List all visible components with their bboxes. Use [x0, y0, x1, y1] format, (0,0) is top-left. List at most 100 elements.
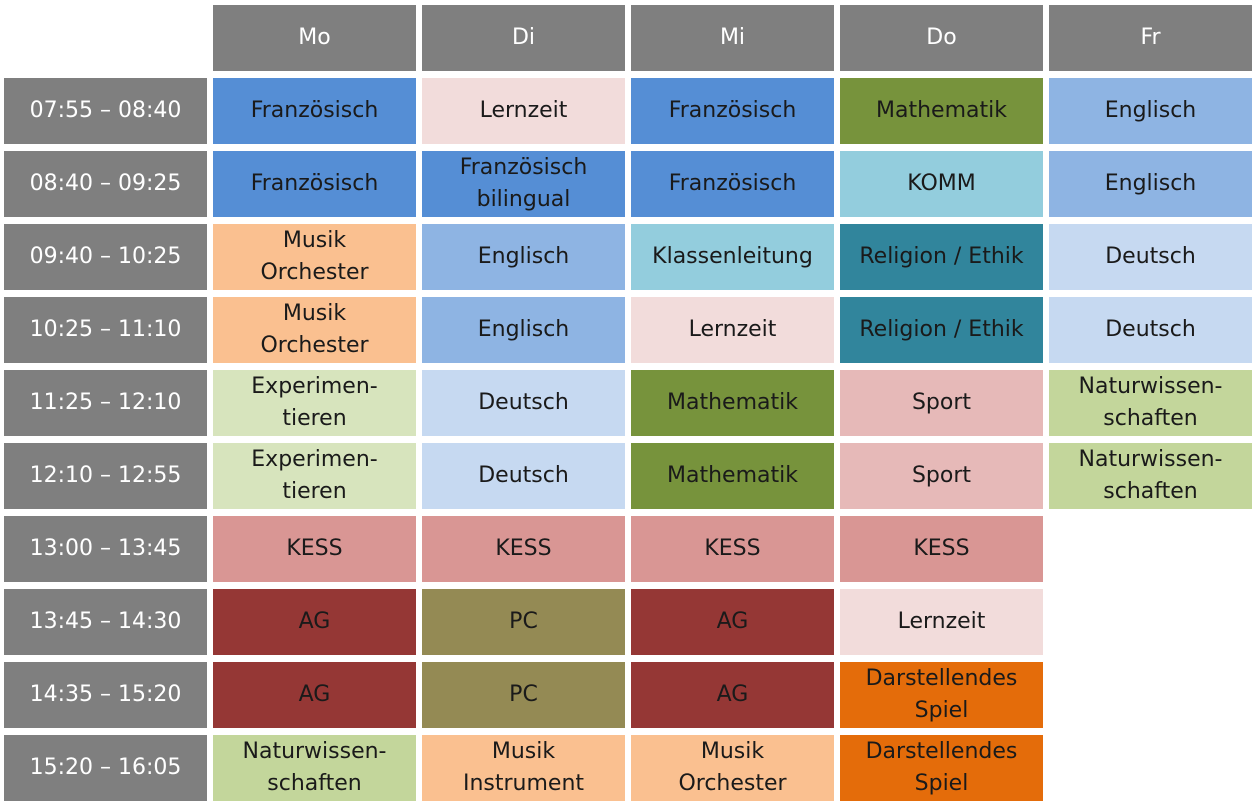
- time-slot: 08:40 – 09:25: [4, 151, 207, 217]
- lesson-label: Französisch: [668, 171, 797, 196]
- lesson-cell: AG: [213, 589, 416, 655]
- time-slot: 11:25 – 12:10: [4, 370, 207, 436]
- lesson-label: Spiel: [914, 698, 969, 723]
- lesson-label: Mathematik: [667, 463, 798, 488]
- lesson-cell: Darstellendes Spiel: [840, 735, 1043, 801]
- lesson-label: schaften: [1103, 406, 1198, 431]
- lesson-label: Englisch: [477, 317, 570, 342]
- time-slot: 13:00 – 13:45: [4, 516, 207, 582]
- lesson-cell: Deutsch: [1049, 297, 1252, 363]
- time-slot: 13:45 – 14:30: [4, 589, 207, 655]
- day-header-mo: Mo: [213, 5, 416, 71]
- lesson-cell: Naturwissen-schaften: [1049, 443, 1252, 509]
- lesson-label: KOMM: [907, 171, 976, 196]
- lesson-cell: Musik Instrument: [422, 735, 625, 801]
- lesson-label: Sport: [911, 390, 972, 415]
- lesson-label: Französisch: [250, 98, 379, 123]
- lesson-cell: PC: [422, 589, 625, 655]
- lesson-label: AG: [298, 609, 331, 634]
- lesson-label: Englisch: [477, 244, 570, 269]
- empty-cell: [1049, 516, 1252, 582]
- lesson-cell: Deutsch: [1049, 224, 1252, 290]
- lesson-cell: Religion / Ethik: [840, 224, 1043, 290]
- lesson-label: Orchester: [260, 260, 369, 285]
- lesson-label: Mathematik: [876, 98, 1007, 123]
- lesson-cell: Lernzeit: [631, 297, 834, 363]
- lesson-label: Deutsch: [478, 390, 569, 415]
- lesson-cell: Klassenleitung: [631, 224, 834, 290]
- lesson-label: Naturwissen-: [1078, 447, 1223, 472]
- lesson-label: Naturwissen-: [1078, 374, 1223, 399]
- lesson-label: Lernzeit: [897, 609, 986, 634]
- time-slot: 15:20 – 16:05: [4, 735, 207, 801]
- lesson-label: Sport: [911, 463, 972, 488]
- lesson-label: KESS: [495, 536, 552, 561]
- lesson-label: Französisch: [250, 171, 379, 196]
- lesson-label: bilingual: [476, 187, 571, 212]
- empty-cell: [1049, 589, 1252, 655]
- time-slot: 12:10 – 12:55: [4, 443, 207, 509]
- lesson-cell: Sport: [840, 443, 1043, 509]
- lesson-label: schaften: [1103, 479, 1198, 504]
- lesson-cell: AG: [631, 589, 834, 655]
- lesson-cell: Mathematik: [631, 443, 834, 509]
- lesson-cell: AG: [213, 662, 416, 728]
- lesson-label: Mathematik: [667, 390, 798, 415]
- lesson-label: Deutsch: [1105, 244, 1196, 269]
- lesson-cell: Deutsch: [422, 370, 625, 436]
- lesson-label: Deutsch: [1105, 317, 1196, 342]
- lesson-cell: Naturwissen-schaften: [1049, 370, 1252, 436]
- lesson-cell: Englisch: [422, 224, 625, 290]
- lesson-label: Instrument: [462, 771, 585, 796]
- lesson-label: KESS: [286, 536, 343, 561]
- lesson-label: Deutsch: [478, 463, 569, 488]
- lesson-label: PC: [509, 609, 538, 634]
- lesson-cell: KOMM: [840, 151, 1043, 217]
- lesson-label: Musik: [700, 739, 765, 764]
- lesson-label: Musik: [282, 228, 347, 253]
- lesson-cell: KESS: [840, 516, 1043, 582]
- lesson-label: Religion / Ethik: [859, 244, 1024, 269]
- lesson-label: Darstellendes: [865, 666, 1018, 691]
- lesson-cell: Französisch: [213, 151, 416, 217]
- lesson-cell: Englisch: [1049, 78, 1252, 144]
- lesson-cell: PC: [422, 662, 625, 728]
- empty-cell: [1049, 735, 1252, 801]
- day-header-mi: Mi: [631, 5, 834, 71]
- lesson-cell: Lernzeit: [422, 78, 625, 144]
- lesson-cell: Englisch: [1049, 151, 1252, 217]
- lesson-cell: Französisch: [213, 78, 416, 144]
- lesson-label: Experimen-: [251, 447, 378, 472]
- lesson-label: Darstellendes: [865, 739, 1018, 764]
- lesson-cell: Lernzeit: [840, 589, 1043, 655]
- corner-cell: [4, 5, 207, 71]
- empty-cell: [1049, 662, 1252, 728]
- lesson-label: AG: [298, 682, 331, 707]
- lesson-cell: Sport: [840, 370, 1043, 436]
- timetable: Mo Di Mi Do Fr 07:55 – 08:40 Französisch Lernze…: [4, 5, 1252, 801]
- lesson-cell: Naturwissen-schaften: [213, 735, 416, 801]
- lesson-cell: KESS: [631, 516, 834, 582]
- lesson-label: schaften: [267, 771, 362, 796]
- lesson-label: Englisch: [1104, 98, 1197, 123]
- lesson-cell: Musik Orchester: [213, 224, 416, 290]
- lesson-cell: Französisch bilingual: [422, 151, 625, 217]
- lesson-cell: Experimen-tieren: [213, 370, 416, 436]
- lesson-label: Musik: [491, 739, 556, 764]
- time-slot: 10:25 – 11:10: [4, 297, 207, 363]
- lesson-cell: AG: [631, 662, 834, 728]
- lesson-label: Französisch: [668, 98, 797, 123]
- lesson-cell: KESS: [213, 516, 416, 582]
- lesson-label: Lernzeit: [688, 317, 777, 342]
- lesson-cell: Mathematik: [840, 78, 1043, 144]
- lesson-label: Religion / Ethik: [859, 317, 1024, 342]
- lesson-label: Orchester: [260, 333, 369, 358]
- lesson-label: Orchester: [678, 771, 787, 796]
- lesson-cell: Experimen-tieren: [213, 443, 416, 509]
- day-header-do: Do: [840, 5, 1043, 71]
- time-slot: 14:35 – 15:20: [4, 662, 207, 728]
- lesson-cell: Englisch: [422, 297, 625, 363]
- lesson-label: KESS: [913, 536, 970, 561]
- lesson-label: Experimen-: [251, 374, 378, 399]
- lesson-label: KESS: [704, 536, 761, 561]
